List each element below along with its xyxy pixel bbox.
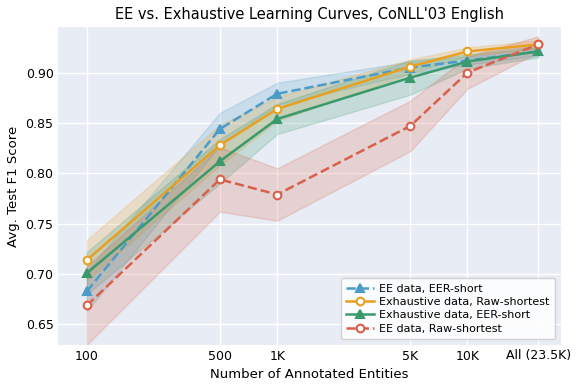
EE data, EER-short — [535, 49, 542, 54]
Exhaustive data, Raw-shortest — [464, 49, 471, 54]
EE data, EER-short — [84, 289, 90, 294]
Line: EE data, EER-short: EE data, EER-short — [83, 48, 542, 295]
Line: EE data, Raw-shortest: EE data, Raw-shortest — [83, 41, 542, 309]
Exhaustive data, EER-short — [407, 75, 414, 80]
EE data, Raw-shortest — [84, 303, 90, 308]
EE data, EER-short — [407, 65, 414, 70]
Exhaustive data, Raw-shortest — [84, 258, 90, 262]
Exhaustive data, EER-short — [216, 159, 223, 164]
EE data, Raw-shortest — [464, 70, 471, 75]
Exhaustive data, EER-short — [274, 117, 281, 121]
Line: Exhaustive data, EER-short: Exhaustive data, EER-short — [83, 48, 542, 277]
EE data, EER-short — [216, 127, 223, 132]
Exhaustive data, Raw-shortest — [274, 107, 281, 111]
EE data, EER-short — [274, 92, 281, 96]
Title: EE vs. Exhaustive Learning Curves, CoNLL'03 English: EE vs. Exhaustive Learning Curves, CoNLL… — [115, 7, 504, 22]
Exhaustive data, EER-short — [464, 59, 471, 64]
Exhaustive data, Raw-shortest — [535, 42, 542, 47]
EE data, Raw-shortest — [407, 124, 414, 128]
Exhaustive data, EER-short — [84, 271, 90, 275]
EE data, Raw-shortest — [216, 177, 223, 182]
Y-axis label: Avg. Test F1 Score: Avg. Test F1 Score — [7, 125, 20, 247]
EE data, EER-short — [464, 58, 471, 63]
Exhaustive data, Raw-shortest — [216, 143, 223, 147]
Exhaustive data, EER-short — [535, 49, 542, 54]
X-axis label: Number of Annotated Entities: Number of Annotated Entities — [211, 368, 409, 381]
Legend: EE data, EER-short, Exhaustive data, Raw-shortest, Exhaustive data, EER-short, E: EE data, EER-short, Exhaustive data, Raw… — [340, 278, 556, 339]
EE data, Raw-shortest — [274, 192, 281, 197]
Exhaustive data, Raw-shortest — [407, 64, 414, 69]
Line: Exhaustive data, Raw-shortest: Exhaustive data, Raw-shortest — [83, 41, 542, 264]
EE data, Raw-shortest — [535, 42, 542, 47]
